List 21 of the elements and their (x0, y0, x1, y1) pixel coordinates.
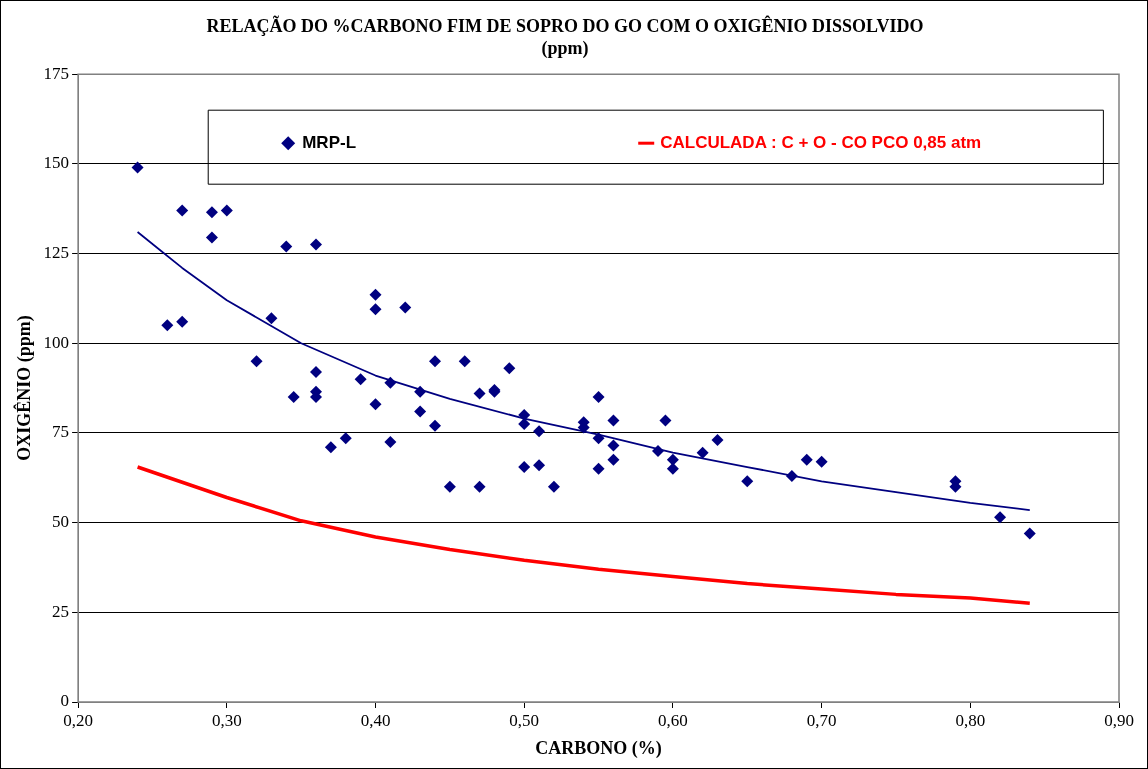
legend-label: CALCULADA : C + O - CO PCO 0,85 atm (660, 132, 982, 152)
y-axis-title: OXIGÊNIO (ppm) (13, 315, 36, 461)
y-tick-label: 125 (43, 243, 70, 263)
y-tick-label: 150 (43, 153, 70, 173)
x-tick-label: 0,80 (955, 710, 986, 730)
x-tick-label: 0,70 (806, 710, 837, 730)
y-tick-label: 175 (43, 63, 70, 83)
y-tick-label: 75 (52, 422, 70, 442)
x-tick-label: 0,50 (509, 710, 540, 730)
x-tick-label: 0,20 (63, 710, 93, 730)
y-tick-label: 50 (52, 512, 70, 532)
y-tick-label: 25 (52, 601, 70, 621)
x-tick-label: 0,60 (658, 710, 688, 730)
y-tick-label: 100 (43, 332, 70, 352)
x-tick-label: 0,30 (211, 710, 242, 730)
x-tick-label: 0,90 (1104, 710, 1134, 730)
legend-label: MRP-L (302, 132, 357, 152)
y-tick-label: 0 (60, 691, 70, 711)
x-axis-title: CARBONO (%) (535, 737, 662, 759)
x-tick-label: 0,40 (360, 710, 391, 730)
chart-title: RELAÇÃO DO %CARBONO FIM DE SOPRO DO GO COM O OXIGÊNIO DISSOLVIDO (ppm) (206, 15, 924, 60)
